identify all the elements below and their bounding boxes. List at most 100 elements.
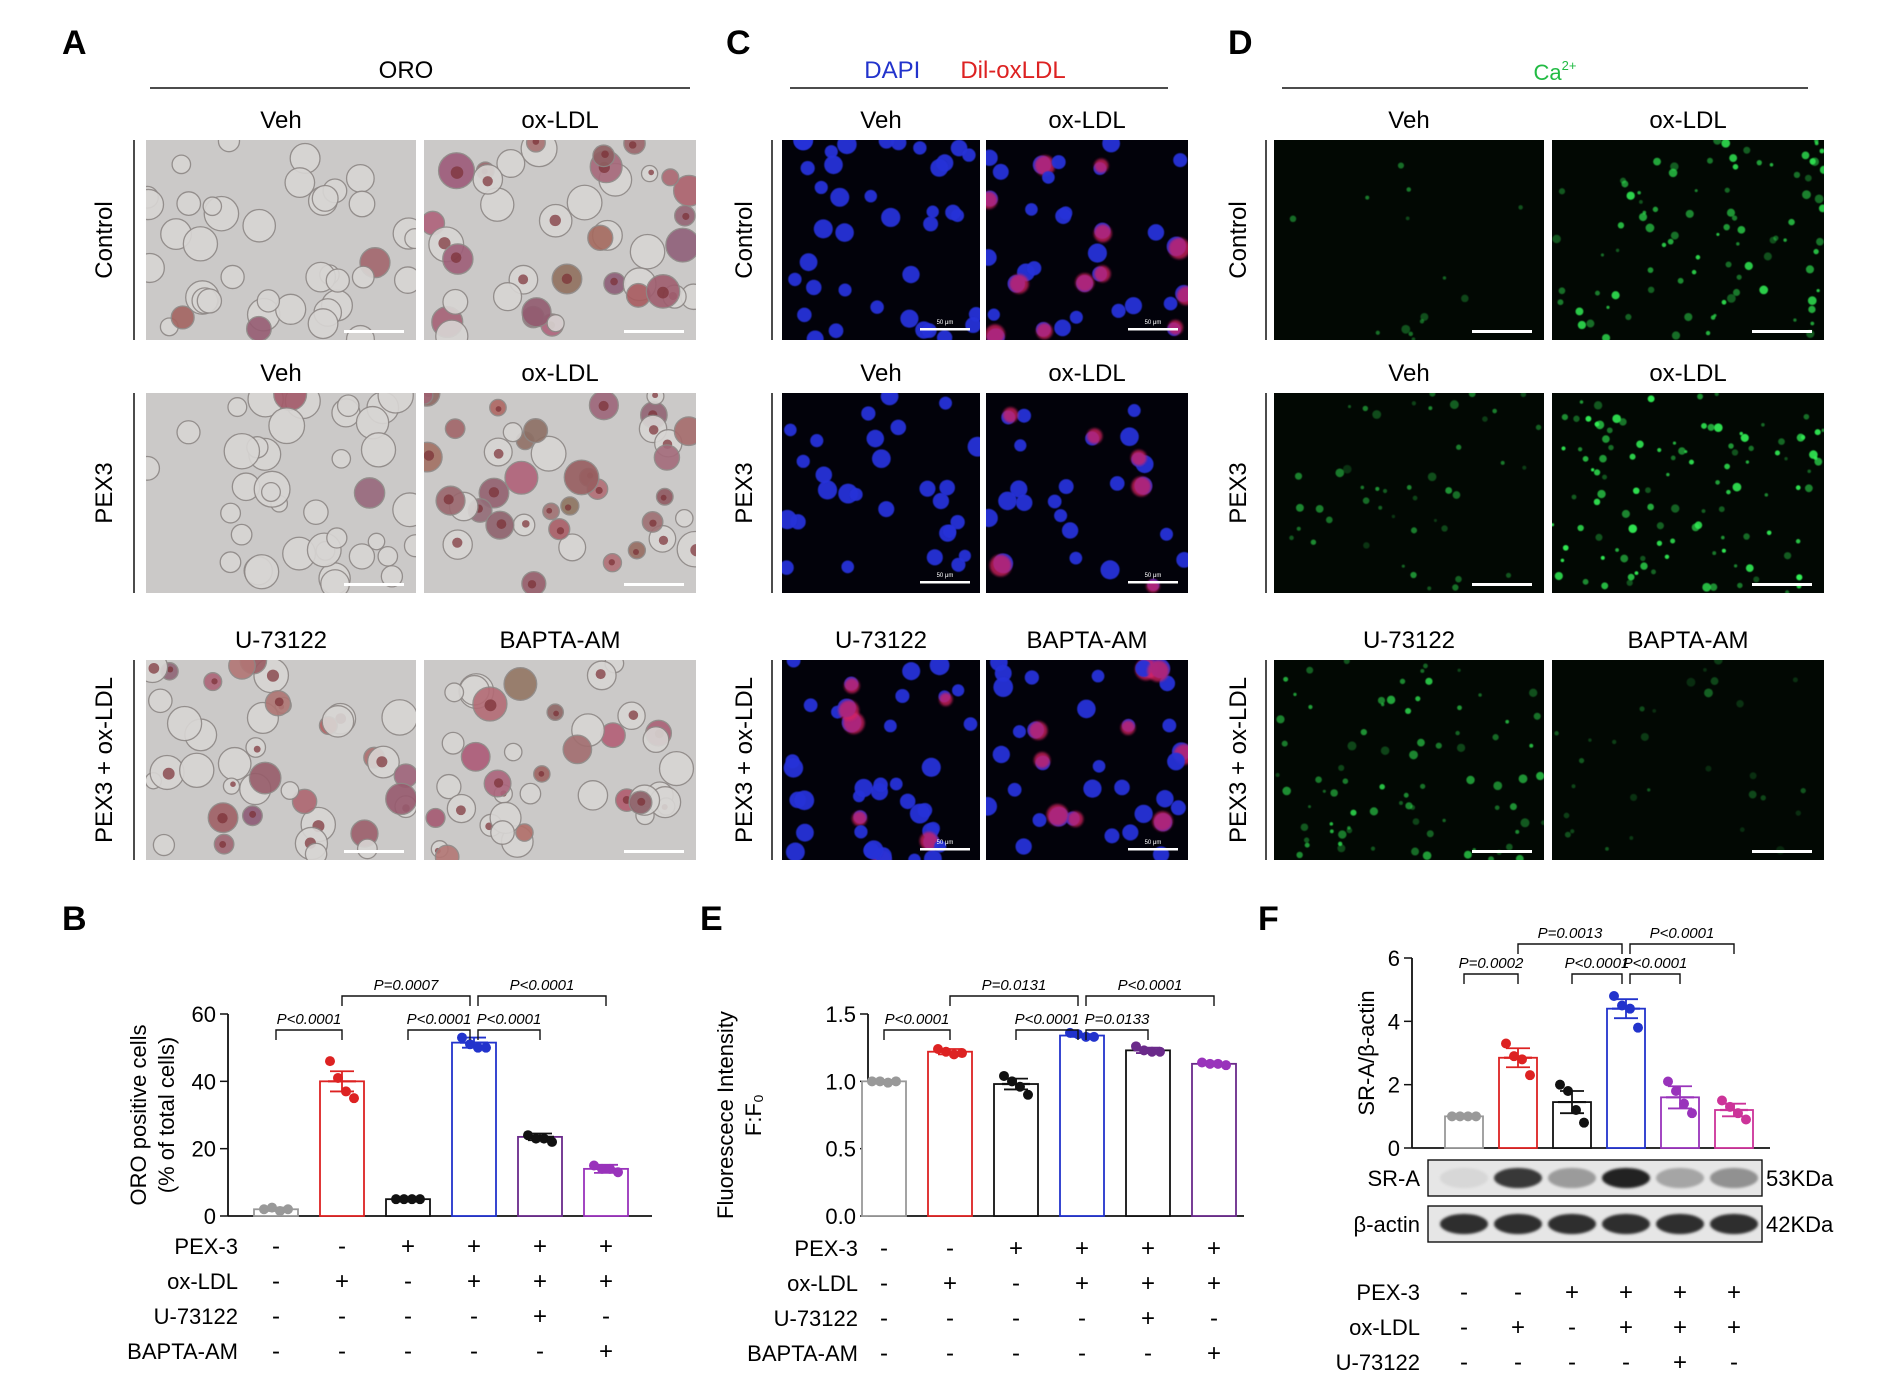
data-point — [523, 1130, 533, 1141]
data-point — [1687, 1108, 1697, 1119]
panel_a-col-label: ox-LDL — [521, 360, 598, 387]
scale-bar-label: 50 μm — [1145, 573, 1162, 579]
panel-d-image-grid: Control Veh ox-LDL PEX3 Veh ox-LDL PEX3 + ox-L… — [1225, 107, 1824, 860]
panel_a-image-r0-c1 — [424, 140, 696, 340]
condition-row-label: PEX-3 — [794, 1236, 858, 1261]
condition-cell: - — [602, 1303, 610, 1330]
panel_d-col-label: Veh — [1388, 360, 1429, 387]
blot-band — [1440, 1213, 1488, 1235]
condition-cell: - — [1144, 1340, 1152, 1367]
condition-cell: - — [880, 1270, 888, 1297]
data-point — [1131, 1041, 1141, 1052]
data-point — [1563, 1086, 1573, 1096]
condition-row-label: BAPTA-AM — [747, 1341, 858, 1366]
condition-row-label: U-73122 — [774, 1306, 858, 1331]
panel-letter-d: D — [1228, 24, 1253, 62]
panel_a-col-label: Veh — [260, 107, 301, 134]
condition-row-label: ox-LDL — [1349, 1315, 1420, 1340]
y-tick-label: 20 — [192, 1137, 216, 1162]
condition-cell: + — [401, 1233, 415, 1260]
panel_a-image-r2-c1 — [424, 660, 696, 860]
panel_c-col-label: Veh — [860, 360, 901, 387]
panel-d: Ca2+ Control Veh ox-LDL PEX3 Veh ox-LDL PEX3 +… — [1225, 58, 1824, 860]
condition-row-label: ox-LDL — [167, 1269, 238, 1294]
data-point — [1197, 1057, 1207, 1068]
y-tick-label: 1.0 — [825, 1069, 856, 1094]
bar — [1125, 1049, 1171, 1217]
data-point — [531, 1133, 541, 1144]
blot-band — [1710, 1167, 1758, 1189]
data-point — [1717, 1095, 1727, 1106]
blot-row-label: SR-A — [1367, 1166, 1420, 1191]
p-value-label: P<0.0001 — [277, 1011, 342, 1028]
significance-bracket — [1517, 943, 1623, 954]
y-axis-label: ORO positive cells — [126, 1025, 151, 1206]
data-point — [1733, 1108, 1743, 1119]
y-axis-label: Fluorescece Intensity — [713, 1011, 738, 1219]
condition-cell: - — [1622, 1349, 1630, 1376]
condition-cell: - — [1460, 1279, 1468, 1306]
data-point — [1617, 1000, 1627, 1011]
data-point — [1023, 1089, 1033, 1100]
y-axis-label: F:F₀ — [741, 1094, 766, 1136]
condition-cell: + — [1619, 1279, 1633, 1306]
blot-band — [1494, 1213, 1542, 1235]
condition-cell: + — [1727, 1279, 1741, 1306]
data-point — [1525, 1070, 1535, 1081]
bar — [993, 1083, 1039, 1217]
condition-cell: - — [880, 1305, 888, 1332]
condition-row-label: ox-LDL — [787, 1271, 858, 1296]
y-axis-label: SR-A/β-actin — [1354, 990, 1379, 1115]
condition-cell: + — [1565, 1279, 1579, 1306]
condition-cell: - — [404, 1338, 412, 1365]
condition-cell: + — [1075, 1235, 1089, 1262]
condition-cell: - — [1460, 1349, 1468, 1376]
panel_d-col-label: Veh — [1388, 107, 1429, 134]
panel_c-col-label: ox-LDL — [1048, 360, 1125, 387]
scale-bar-label: 50 μm — [937, 320, 954, 326]
data-point — [1501, 1038, 1511, 1049]
condition-cell: + — [1727, 1314, 1741, 1341]
data-point — [1221, 1060, 1231, 1071]
condition-cell: - — [272, 1338, 280, 1365]
condition-cell: + — [599, 1233, 613, 1260]
panel_c-col-label: Veh — [860, 107, 901, 134]
condition-cell: + — [533, 1233, 547, 1260]
bar — [583, 1167, 629, 1217]
blot-band — [1602, 1213, 1650, 1235]
data-point — [391, 1194, 401, 1205]
panel_a-row-label: PEX3 — [91, 462, 118, 523]
panel_a-row-label: PEX3 + ox-LDL — [91, 677, 118, 843]
blot-band — [1440, 1167, 1488, 1189]
condition-cell: - — [470, 1303, 478, 1330]
condition-cell: + — [1207, 1235, 1221, 1262]
panel_c-image-r0-c0: 50 μm — [782, 140, 980, 340]
bar — [319, 1080, 365, 1217]
data-point — [349, 1093, 359, 1104]
significance-bracket — [407, 1029, 471, 1040]
panel_d-col-label: U-73122 — [1363, 627, 1455, 654]
data-point — [1015, 1081, 1025, 1092]
panel-d-header: Ca2+ — [1534, 58, 1577, 85]
scale-bar-label: 50 μm — [1145, 840, 1162, 846]
data-point — [1455, 1111, 1465, 1122]
data-point — [1147, 1046, 1157, 1057]
significance-bracket — [477, 995, 607, 1006]
condition-cell: - — [946, 1305, 954, 1332]
condition-cell: + — [1619, 1314, 1633, 1341]
panel_c-row-label: PEX3 — [731, 462, 758, 523]
blot-band — [1602, 1167, 1650, 1189]
y-tick-label: 0 — [204, 1204, 216, 1229]
significance-bracket — [949, 995, 1079, 1006]
panel-c-header-dapi: DAPI — [864, 57, 920, 84]
panel_c-image-r2-c1: 50 μm — [986, 660, 1188, 860]
panel_c-image-r1-c0: 50 μm — [782, 393, 980, 593]
panel-letter-b: B — [62, 900, 87, 938]
panel-letter-c: C — [726, 24, 751, 62]
significance-bracket — [1463, 973, 1519, 984]
panel_d-image-r0-c0 — [1274, 140, 1544, 340]
data-point — [597, 1163, 607, 1174]
data-point — [1089, 1031, 1099, 1042]
data-point — [589, 1160, 599, 1171]
panel_d-image-r2-c1 — [1552, 660, 1824, 860]
